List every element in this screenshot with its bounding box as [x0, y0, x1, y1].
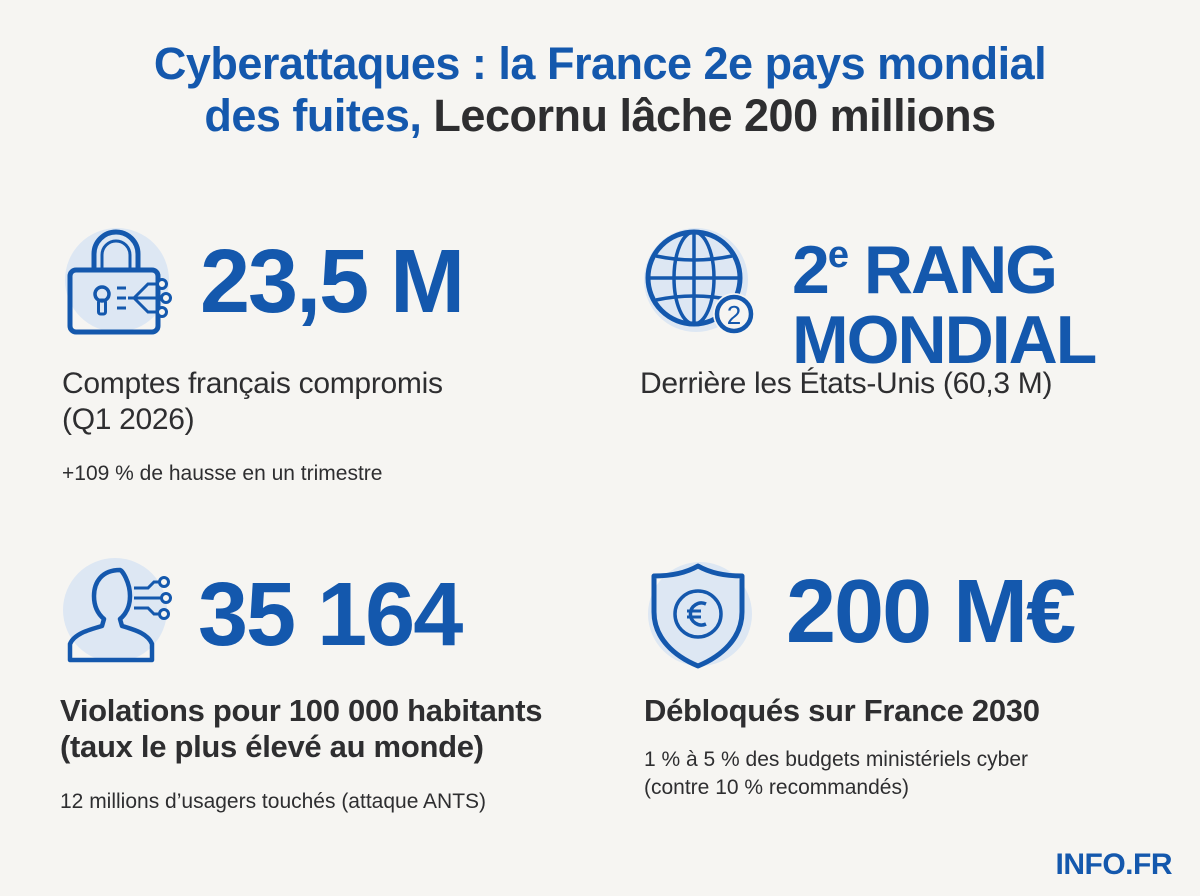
stat-violations-label-line1: Violations pour 100 000 habitants — [60, 693, 543, 728]
stat-violations-label-line2: (taux le plus élevé au monde) — [60, 729, 484, 764]
stat-budget-sub-line1: 1 % à 5 % des budgets ministériels cyber — [644, 748, 1029, 771]
stat-rang-value: 2e RANG MONDIAL — [792, 220, 1097, 378]
headline-line2-blue: des fuites, — [204, 90, 422, 141]
page-title: Cyberattaques : la France 2e pays mondia… — [0, 38, 1200, 142]
user-circuit-icon — [60, 552, 180, 672]
headline-line2-dark: Lecornu lâche 200 millions — [421, 90, 996, 141]
stat-rang-number: 2 — [792, 232, 830, 308]
stat-budget-label: Débloqués sur France 2030 — [644, 693, 1040, 728]
shield-euro-icon — [640, 556, 760, 676]
brand-logo[interactable]: INFO.FR — [1055, 848, 1173, 881]
stat-rang-sup: e — [827, 234, 849, 276]
stat-rang-label: Derrière les États-Unis (60,3 M) — [640, 367, 1053, 400]
padlock-circuit-icon — [62, 222, 182, 342]
stat-violations-sub: 12 millions d’usagers touchés (attaque A… — [60, 790, 487, 813]
stat-violations-label: Violations pour 100 000 habitants (taux … — [60, 693, 543, 765]
stat-violations-value: 35 164 — [198, 565, 463, 665]
stat-comptes-sub: +109 % de hausse en un trimestre — [62, 462, 383, 485]
stat-comptes-label: Comptes français compromis (Q1 2026) — [62, 366, 443, 438]
stat-rang-word: RANG — [846, 232, 1058, 308]
stat-rang-line2: MONDIAL — [792, 302, 1097, 378]
stat-budget-sub-line2: (contre 10 % recommandés) — [644, 776, 909, 799]
stat-budget-sub: 1 % à 5 % des budgets ministériels cyber… — [644, 746, 1028, 802]
globe-badge-number: 2 — [727, 300, 741, 330]
stat-comptes-value: 23,5 M — [200, 232, 465, 332]
stat-comptes-label-line2: (Q1 2026) — [62, 403, 195, 436]
globe-number-icon: 2 — [636, 222, 756, 342]
stat-comptes-label-line1: Comptes français compromis — [62, 367, 443, 400]
stat-budget-value: 200 M€ — [786, 562, 1076, 662]
headline-line1: Cyberattaques : la France 2e pays mondia… — [153, 38, 1047, 89]
